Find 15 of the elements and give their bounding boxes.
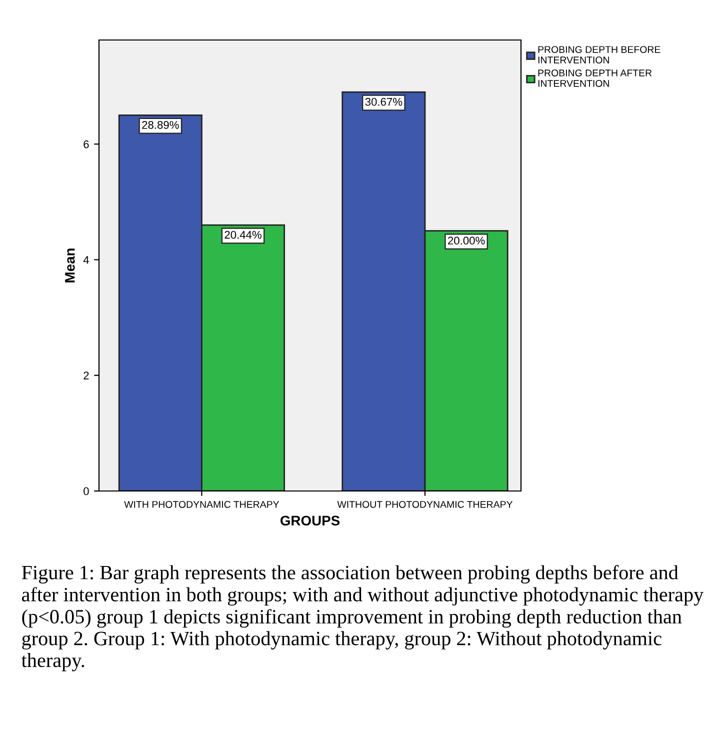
y-tick-label: 6 (84, 140, 89, 148)
x-axis-title: GROUPS (280, 516, 340, 526)
y-axis-title: Mean (65, 248, 75, 282)
y-tick-label: 0 (84, 487, 89, 496)
x-tick-label: WITHOUT PHOTODYNAMIC THERAPY (337, 500, 513, 508)
caption: Figure 1: Bar graph represents the association between probing depths before and after intervention in both groups; with and without adjunctive photodynamic therapy (p<0.05) group 1 depicts significant improvement in probing depth reduction than group 2. Group 1: With photodynamic therapy, group 2: Without photodynamic therapy. (22, 565, 704, 672)
legend-label: PROBING DEPTH BEFORE INTERVENTION (538, 46, 660, 64)
x-tick-label: WITH PHOTODYNAMIC THERAPY (124, 500, 280, 508)
annotation: 20.44% (224, 230, 262, 239)
y-tick-label: 4 (83, 256, 89, 264)
annotation: 30.67% (365, 98, 402, 106)
legend-label: PROBING DEPTH AFTER INTERVENTION (538, 70, 652, 87)
annotation: 20.00% (448, 236, 485, 245)
y-tick-label: 2 (84, 372, 89, 380)
annotation: 28.89% (142, 121, 179, 129)
